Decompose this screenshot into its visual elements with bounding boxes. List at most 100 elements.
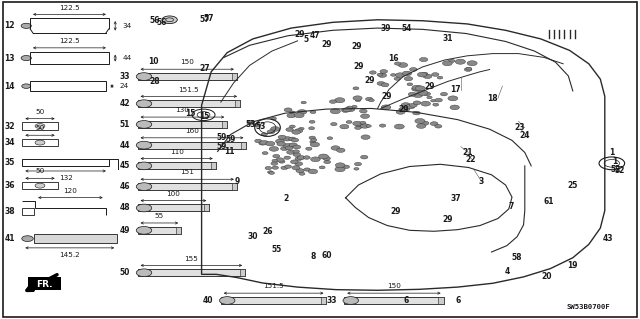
Text: 20: 20 xyxy=(541,272,552,281)
Circle shape xyxy=(347,106,353,109)
Circle shape xyxy=(431,73,439,76)
Circle shape xyxy=(272,166,278,169)
Text: 130: 130 xyxy=(175,107,189,113)
Circle shape xyxy=(310,138,317,142)
Circle shape xyxy=(431,100,436,102)
Text: 56: 56 xyxy=(156,19,166,27)
Text: 4: 4 xyxy=(504,267,509,276)
Circle shape xyxy=(404,77,413,81)
Circle shape xyxy=(421,101,431,106)
Circle shape xyxy=(466,67,472,70)
Circle shape xyxy=(299,127,304,130)
Circle shape xyxy=(291,160,298,164)
Circle shape xyxy=(259,142,266,145)
Circle shape xyxy=(420,121,429,125)
Circle shape xyxy=(267,130,275,134)
Circle shape xyxy=(380,124,386,127)
Text: 27: 27 xyxy=(200,64,210,73)
Circle shape xyxy=(433,103,439,106)
Circle shape xyxy=(396,110,405,114)
Circle shape xyxy=(366,125,371,127)
Circle shape xyxy=(418,90,428,95)
Text: 35: 35 xyxy=(4,158,15,167)
Circle shape xyxy=(136,73,152,80)
Bar xyxy=(138,162,216,169)
Circle shape xyxy=(294,129,303,133)
Text: 24: 24 xyxy=(120,83,129,89)
Circle shape xyxy=(394,124,404,129)
Text: 6: 6 xyxy=(455,296,460,305)
Circle shape xyxy=(310,142,319,147)
Text: 34: 34 xyxy=(4,138,15,147)
Text: 34: 34 xyxy=(123,23,132,29)
Bar xyxy=(138,227,181,234)
Circle shape xyxy=(430,122,438,126)
Circle shape xyxy=(365,97,373,101)
Circle shape xyxy=(308,169,317,174)
Text: 44: 44 xyxy=(123,55,132,61)
Text: 61: 61 xyxy=(544,197,554,206)
Text: 55: 55 xyxy=(155,213,164,219)
Text: 132: 132 xyxy=(59,175,72,181)
Text: 19: 19 xyxy=(568,261,578,270)
Text: 9: 9 xyxy=(234,177,239,186)
Circle shape xyxy=(335,167,345,172)
Text: 53: 53 xyxy=(246,120,256,129)
Circle shape xyxy=(346,107,355,112)
Text: 48: 48 xyxy=(119,204,130,212)
Text: 6: 6 xyxy=(404,296,409,305)
Text: 23: 23 xyxy=(515,123,525,132)
Text: 51: 51 xyxy=(120,120,130,129)
Text: 22: 22 xyxy=(466,155,476,164)
Circle shape xyxy=(442,61,452,66)
Circle shape xyxy=(284,156,291,159)
Text: 50: 50 xyxy=(35,109,45,115)
Circle shape xyxy=(399,108,404,111)
Circle shape xyxy=(331,122,337,126)
Circle shape xyxy=(377,73,383,76)
Text: 14: 14 xyxy=(4,82,15,91)
Circle shape xyxy=(396,73,404,78)
Text: 17: 17 xyxy=(451,85,461,94)
Text: 45: 45 xyxy=(120,161,130,170)
Circle shape xyxy=(283,137,292,141)
Circle shape xyxy=(269,172,275,174)
Text: 41: 41 xyxy=(4,234,15,243)
Text: 100: 100 xyxy=(166,191,180,197)
Circle shape xyxy=(136,100,152,108)
Text: 110: 110 xyxy=(170,149,184,155)
Circle shape xyxy=(448,96,458,101)
Circle shape xyxy=(290,111,295,114)
Text: 29: 29 xyxy=(321,40,332,48)
Bar xyxy=(30,81,106,91)
Text: 12: 12 xyxy=(4,21,15,30)
Text: 1: 1 xyxy=(612,157,617,166)
Circle shape xyxy=(449,59,455,63)
Text: 33: 33 xyxy=(120,72,130,81)
Bar xyxy=(222,121,227,128)
Circle shape xyxy=(268,171,273,174)
Bar xyxy=(241,142,246,149)
Circle shape xyxy=(413,101,421,105)
Circle shape xyxy=(292,166,300,170)
Circle shape xyxy=(400,106,410,111)
Text: 52: 52 xyxy=(614,166,625,175)
Circle shape xyxy=(352,105,357,108)
Circle shape xyxy=(293,150,300,153)
Text: SW53B0700F: SW53B0700F xyxy=(567,304,611,310)
Circle shape xyxy=(303,156,310,159)
Circle shape xyxy=(289,143,298,147)
Bar xyxy=(138,142,246,149)
Circle shape xyxy=(377,82,385,85)
Text: 3: 3 xyxy=(479,177,484,186)
Circle shape xyxy=(335,98,345,103)
Text: 18: 18 xyxy=(488,94,498,103)
Text: 37: 37 xyxy=(451,194,461,203)
Circle shape xyxy=(394,77,401,80)
Bar xyxy=(34,234,117,243)
Circle shape xyxy=(324,160,331,164)
Text: 29: 29 xyxy=(294,30,305,39)
Circle shape xyxy=(407,83,413,86)
Bar xyxy=(204,204,209,211)
Circle shape xyxy=(21,56,31,61)
